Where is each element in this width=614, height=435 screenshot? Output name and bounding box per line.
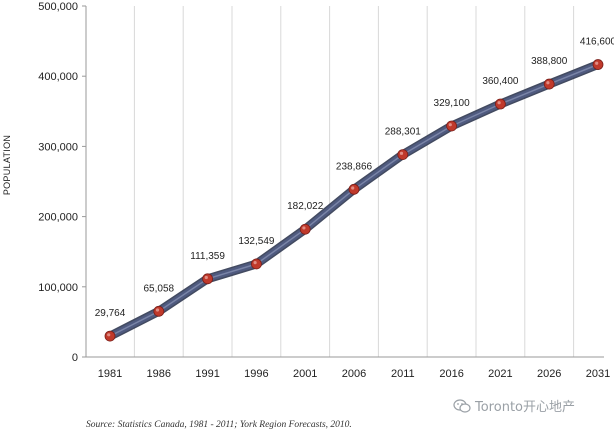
x-tick-label: 1991 [195, 368, 219, 380]
x-tick-label: 2026 [537, 368, 561, 380]
y-tick-label: 300,000 [38, 141, 78, 153]
data-point-highlight [253, 261, 257, 265]
data-point-highlight [595, 61, 599, 65]
data-label: 416,600 [580, 37, 614, 48]
data-label: 111,359 [190, 251, 225, 262]
data-point-highlight [351, 186, 355, 190]
x-tick-label: 1996 [244, 368, 268, 380]
data-label: 65,058 [144, 283, 175, 294]
x-tick-label: 2016 [439, 368, 463, 380]
data-point [446, 120, 458, 132]
data-point [397, 149, 409, 161]
data-point [202, 273, 214, 285]
y-tick-labels: 0 100,000 200,000 300,000 400,000 500,000 [38, 1, 78, 364]
data-label: 29,764 [95, 308, 126, 319]
x-tick-label: 2031 [586, 368, 610, 380]
data-label: 329,100 [434, 98, 471, 109]
data-point [104, 330, 116, 342]
y-tick-label: 400,000 [38, 71, 78, 83]
x-tick-label: 1986 [147, 368, 171, 380]
y-tick-label: 100,000 [38, 282, 78, 294]
data-label: 238,866 [336, 161, 373, 172]
population-series [104, 59, 604, 342]
data-label: 288,301 [385, 127, 422, 138]
x-tick-label: 2011 [391, 368, 415, 380]
data-point-highlight [155, 308, 160, 312]
watermark: Toronto开心地产 [453, 396, 575, 415]
grid-lines [133, 6, 575, 357]
data-point-highlight [497, 101, 501, 105]
data-point [299, 223, 311, 235]
x-tick-labels: 1981 1986 1991 1996 2001 2006 2011 2016 2021 2026… [98, 368, 610, 380]
y-tick-label: 0 [72, 352, 78, 364]
x-tick-label: 2021 [488, 368, 512, 380]
data-point-highlight [204, 275, 208, 280]
y-tick-label: 500,000 [38, 1, 78, 13]
x-tick-label: 2001 [293, 368, 317, 380]
axes [82, 5, 604, 358]
y-tick-label: 200,000 [38, 212, 78, 224]
data-point [543, 78, 555, 90]
data-label: 132,549 [238, 236, 275, 247]
data-point [592, 59, 604, 70]
watermark-text: Toronto开心地产 [475, 400, 575, 415]
data-point [250, 258, 262, 270]
x-tick-label: 2006 [342, 368, 366, 380]
data-point-highlight [107, 333, 111, 337]
data-point-highlight [399, 151, 404, 155]
x-tick-label: 1981 [98, 368, 122, 380]
data-labels: 29,764 65,058 111,359 132,549 182,022 238,866… [95, 37, 614, 320]
data-point-highlight [448, 123, 452, 127]
data-point [494, 98, 506, 110]
data-point-highlight [302, 226, 306, 230]
data-label: 388,800 [531, 56, 568, 67]
data-label: 360,400 [482, 76, 519, 87]
source-note: Source: Statistics Canada, 1981 - 2011; … [86, 420, 352, 430]
data-point-highlight [546, 81, 550, 85]
data-label: 182,022 [287, 201, 324, 212]
data-point [348, 183, 360, 195]
data-point [153, 305, 165, 317]
wechat-icon [453, 398, 471, 413]
y-axis-label: POPULATION [2, 135, 12, 195]
